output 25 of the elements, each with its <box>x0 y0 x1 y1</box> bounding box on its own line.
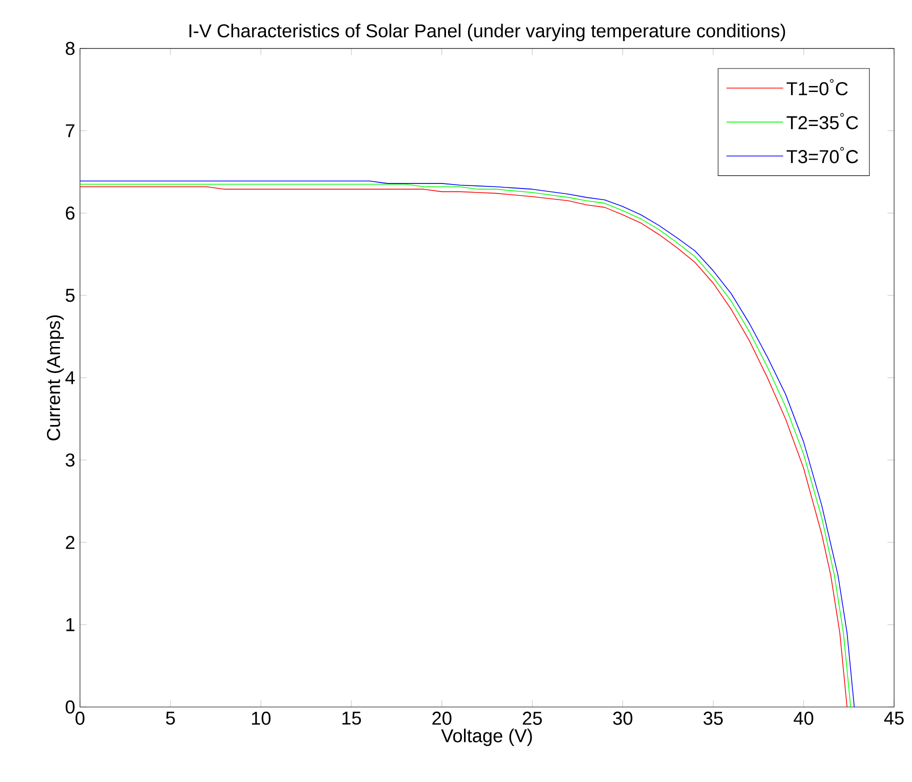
x-tick-label: 0 <box>76 712 84 725</box>
x-tick-label: 40 <box>794 712 814 725</box>
y-tick-label: 8 <box>66 42 75 56</box>
x-tick-label: 30 <box>613 712 632 725</box>
legend-label: T2=35$^{°}$C <box>786 113 858 130</box>
legend-label: T1=0$^{°}$C <box>786 79 848 96</box>
y-tick-label: 6 <box>66 206 74 220</box>
x-axis-title: Voltage (V) <box>441 728 532 746</box>
x-tick-label: 10 <box>252 712 271 725</box>
y-tick-label: 5 <box>66 288 75 302</box>
x-tick-label: 45 <box>884 712 904 725</box>
y-axis-title: Current (Amps) <box>46 315 64 440</box>
y-tick-label: 2 <box>66 536 74 549</box>
y-tick-label: 3 <box>66 453 74 467</box>
x-tick-label: 25 <box>522 712 542 725</box>
y-tick-label: 4 <box>65 371 75 384</box>
chart-title: I-V Characteristics of Solar Panel (under varying temperature conditions) <box>190 24 786 42</box>
y-tick-label: 0 <box>66 700 75 714</box>
x-tick-label: 15 <box>342 712 361 725</box>
x-tick-label: 35 <box>704 712 723 725</box>
x-tick-label: 20 <box>432 712 452 725</box>
legend-label: T3=70$^{°}$C <box>786 147 858 164</box>
y-tick-label: 1 <box>66 618 74 632</box>
y-tick-label: 7 <box>66 124 74 138</box>
x-tick-label: 5 <box>166 712 175 725</box>
